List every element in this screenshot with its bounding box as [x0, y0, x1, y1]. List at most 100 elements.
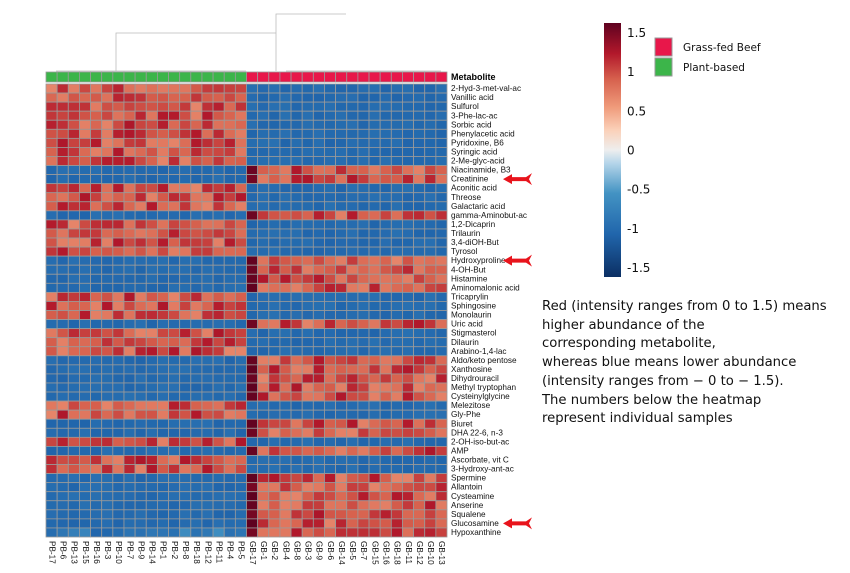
heatmap-cell: [257, 119, 270, 130]
heatmap-cell: [156, 264, 169, 275]
heatmap-cell: [101, 228, 114, 239]
heatmap-cell: [279, 391, 292, 402]
heatmap-cell: [179, 400, 192, 411]
heatmap-cell: [179, 264, 192, 275]
heatmap-cell: [390, 183, 403, 194]
heatmap-cell: [212, 192, 225, 203]
heatmap-cell: [212, 219, 225, 230]
heatmap-cell: [435, 527, 448, 538]
heatmap-cell: [101, 436, 114, 447]
heatmap-cell: [101, 92, 114, 103]
heatmap-cell: [279, 436, 292, 447]
heatmap-cell: [246, 319, 259, 330]
heatmap-cell: [357, 527, 370, 538]
heatmap-cell: [324, 409, 337, 420]
row-label: 3-Hydroxy-ant-ac: [451, 465, 514, 474]
heatmap-cell: [156, 500, 169, 511]
heatmap-cell: [290, 391, 303, 402]
heatmap-cell: [324, 183, 337, 194]
heatmap-cell: [402, 282, 414, 293]
heatmap-cell: [435, 273, 448, 284]
heatmap-cell: [435, 455, 448, 465]
heatmap-cell: [156, 455, 169, 465]
heatmap-cell: [67, 482, 80, 493]
heatmap-cell: [134, 92, 147, 103]
heatmap-cell: [424, 518, 437, 529]
heatmap-cell: [145, 500, 158, 511]
heatmap-cell: [168, 110, 181, 121]
group-cell: [279, 71, 292, 83]
heatmap-cell: [357, 210, 370, 221]
heatmap-cell: [279, 319, 292, 330]
heatmap-cell: [246, 228, 259, 239]
heatmap-cell: [45, 192, 58, 203]
heatmap-cell: [190, 328, 203, 339]
heatmap-cell: [257, 101, 270, 112]
heatmap-cell: [335, 183, 348, 194]
heatmap-cell: [45, 455, 58, 465]
heatmap-cell: [101, 301, 114, 311]
heatmap-cell: [435, 500, 448, 511]
heatmap-cell: [168, 527, 181, 538]
heatmap-cell: [112, 165, 125, 175]
heatmap-cell: [279, 464, 292, 474]
heatmap-cell: [145, 310, 158, 320]
heatmap-cell: [90, 391, 103, 402]
heatmap-cell: [301, 110, 314, 121]
heatmap-cell: [190, 237, 203, 248]
heatmap-cell: [390, 264, 403, 275]
heatmap-cell: [435, 128, 448, 139]
heatmap-cell: [90, 337, 103, 348]
heatmap-cell: [212, 518, 225, 529]
arrow-icon: [503, 254, 532, 267]
heatmap-cell: [212, 92, 225, 103]
heatmap-cell: [212, 291, 225, 302]
heatmap-cell: [279, 527, 292, 538]
heatmap-cell: [112, 219, 125, 230]
heatmap-cell: [413, 355, 426, 366]
heatmap-cell: [312, 346, 325, 357]
heatmap-cell: [123, 156, 136, 166]
group-cell: [379, 71, 392, 83]
heatmap-cell: [413, 273, 426, 284]
heatmap-cell: [390, 364, 403, 375]
heatmap-cell: [257, 291, 270, 302]
heatmap-cell: [312, 509, 325, 520]
heatmap-cell: [290, 445, 303, 456]
heatmap-cell: [435, 246, 448, 257]
heatmap-cell: [279, 491, 292, 502]
heatmap-cell: [379, 110, 392, 121]
heatmap-cell: [79, 500, 91, 511]
heatmap-cell: [335, 319, 348, 330]
heatmap-cell: [79, 473, 91, 484]
heatmap-cell: [212, 201, 225, 212]
heatmap-cell: [390, 165, 403, 175]
group-cell: [424, 71, 437, 83]
group-cell: [212, 71, 225, 83]
heatmap-cell: [324, 246, 337, 257]
heatmap-cell: [112, 255, 125, 266]
heatmap-cell: [424, 291, 437, 302]
heatmap-cell: [390, 319, 403, 330]
heatmap-cell: [402, 210, 414, 221]
color-scale-tick: -0.5: [627, 183, 650, 197]
color-scale-tick: -1.5: [627, 261, 650, 275]
heatmap-cell: [168, 237, 181, 248]
heatmap-cell: [223, 92, 236, 103]
heatmap-cell: [312, 210, 325, 221]
heatmap-cell: [112, 201, 125, 212]
heatmap-cell: [145, 201, 158, 212]
heatmap-cell: [90, 255, 103, 266]
heatmap-cell: [145, 228, 158, 239]
heatmap-cell: [424, 400, 437, 411]
heatmap-cell: [301, 455, 314, 465]
heatmap-cell: [402, 237, 414, 248]
heatmap-cell: [56, 110, 69, 121]
heatmap-cell: [435, 201, 448, 212]
heatmap-cell: [335, 418, 348, 429]
heatmap-cell: [67, 400, 80, 411]
heatmap-cell: [290, 319, 303, 330]
heatmap-cell: [301, 364, 314, 375]
heatmap-cell: [179, 455, 192, 465]
heatmap-cell: [268, 355, 281, 366]
